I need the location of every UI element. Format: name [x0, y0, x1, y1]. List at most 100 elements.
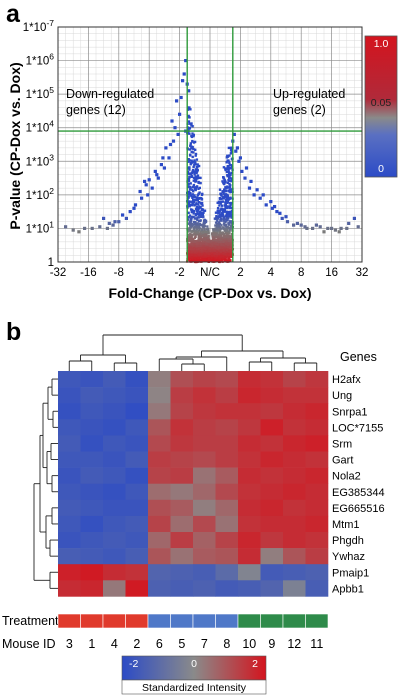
heatmap-cell [238, 499, 261, 517]
volcano-point [200, 228, 204, 232]
volcano-point [199, 219, 202, 222]
volcano-point [225, 210, 229, 213]
volcano-point [168, 142, 173, 147]
heatmap-cell [305, 467, 329, 484]
volcano-point [225, 200, 228, 203]
down-regulated-label-line2: genes (12) [66, 103, 126, 117]
volcano-point [225, 189, 228, 193]
heatmap-cell [238, 532, 261, 549]
y-tick-label: 1*10-7 [23, 18, 55, 34]
volcano-point [225, 213, 228, 217]
heatmap-cell [170, 403, 194, 420]
heatmap-cell [260, 371, 284, 388]
volcano-point [195, 231, 198, 234]
volcano-point [345, 226, 349, 230]
volcano-point [216, 219, 219, 222]
colorbar-max-label: 1.0 [374, 38, 389, 50]
volcano-point [224, 193, 228, 197]
heatmap-cell [260, 419, 284, 436]
up-regulated-label-line1: Up-regulated [273, 87, 345, 101]
treatment-cell [102, 613, 126, 629]
volcano-point [188, 132, 191, 135]
heatmap-cell [80, 515, 104, 533]
volcano-point [107, 221, 111, 225]
volcano-point [188, 148, 192, 151]
volcano-point [230, 221, 233, 224]
volcano-point [228, 186, 232, 189]
volcano-point [190, 243, 193, 246]
volcano-point [217, 246, 221, 249]
volcano-point [206, 236, 210, 239]
heatmap-cell [58, 483, 81, 501]
volcano-point [226, 218, 229, 221]
volcano-point [203, 252, 207, 255]
volcano-point [190, 234, 193, 237]
volcano-point [161, 156, 165, 160]
volcano-point [189, 247, 192, 250]
volcano-point [225, 245, 228, 248]
volcano-point [228, 226, 231, 230]
volcano-point [188, 188, 192, 191]
volcano-point [187, 160, 190, 163]
gene-label: Ywhaz [332, 551, 365, 563]
volcano-point [200, 211, 204, 214]
gene-label: LOC*7155 [332, 422, 383, 434]
volcano-point [191, 247, 194, 251]
volcano-point [193, 239, 196, 243]
volcano-point [196, 259, 200, 262]
volcano-point [230, 243, 233, 246]
volcano-point [207, 257, 211, 260]
volcano-point [337, 230, 341, 234]
volcano-point [192, 179, 195, 182]
intensity-colorbar [121, 655, 267, 681]
volcano-point [193, 186, 197, 189]
volcano-point [230, 226, 233, 229]
heatmap-cell [125, 451, 149, 468]
volcano-point [193, 231, 196, 234]
volcano-point [195, 244, 199, 247]
heatmap-cell [125, 467, 149, 484]
volcano-point [228, 250, 231, 253]
volcano-point [191, 196, 194, 199]
volcano-point [71, 228, 75, 232]
heatmap-cell [283, 564, 306, 581]
volcano-point [205, 242, 208, 245]
volcano-point [207, 234, 210, 238]
volcano-point [196, 242, 199, 245]
volcano-point [189, 122, 192, 125]
volcano-point [203, 228, 206, 231]
volcano-point [215, 229, 218, 232]
volcano-point [188, 243, 191, 247]
volcano-point [179, 95, 183, 100]
volcano-point [223, 190, 226, 193]
volcano-point [330, 226, 334, 230]
volcano-point [98, 225, 102, 229]
gene-label: Gart [332, 455, 353, 467]
heatmap-cell [148, 580, 171, 597]
volcano-point [224, 167, 227, 170]
volcano-point [230, 245, 233, 248]
volcano-point [292, 223, 296, 227]
volcano-point [247, 186, 252, 190]
treatment-bar [57, 613, 329, 629]
volcano-point [226, 193, 229, 197]
volcano-point [192, 134, 195, 138]
volcano-point [194, 168, 198, 171]
volcano-point [223, 208, 227, 211]
gene-label: Apbb1 [332, 583, 364, 595]
volcano-point [199, 181, 202, 185]
volcano-point [229, 149, 233, 152]
volcano-point [215, 226, 218, 230]
volcano-point [146, 193, 150, 197]
up-regulated-label-line2: genes (2) [273, 103, 326, 117]
volcano-point [222, 238, 226, 242]
volcano-point [188, 214, 192, 217]
volcano-point [326, 226, 330, 230]
volcano-point [318, 225, 322, 229]
heatmap-cell [125, 419, 149, 436]
x-tick-label: -4 [144, 267, 155, 279]
heatmap-cell [193, 564, 216, 581]
volcano-point [197, 235, 201, 239]
volcano-point [218, 197, 222, 200]
heatmap-cell [283, 419, 306, 436]
